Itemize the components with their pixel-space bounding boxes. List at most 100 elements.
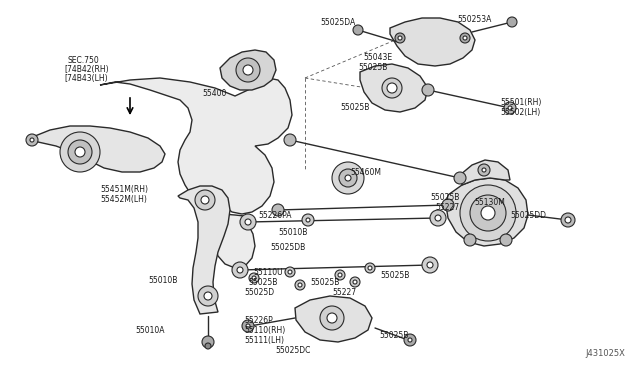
Circle shape	[368, 266, 372, 270]
Circle shape	[339, 169, 357, 187]
Text: 55025D: 55025D	[244, 288, 274, 297]
Text: 55025B: 55025B	[379, 331, 408, 340]
Text: 55501(RH): 55501(RH)	[500, 98, 541, 107]
Circle shape	[422, 257, 438, 273]
Text: SEC.750: SEC.750	[68, 56, 100, 65]
Circle shape	[306, 218, 310, 222]
Text: 55025B: 55025B	[340, 103, 369, 112]
Circle shape	[481, 206, 495, 220]
Circle shape	[478, 164, 490, 176]
Circle shape	[395, 33, 405, 43]
Circle shape	[327, 313, 337, 323]
Circle shape	[345, 175, 351, 181]
Circle shape	[295, 280, 305, 290]
Text: 55025DA: 55025DA	[320, 18, 355, 27]
Text: 55025B: 55025B	[380, 271, 410, 280]
Circle shape	[201, 196, 209, 204]
Circle shape	[442, 199, 454, 211]
Circle shape	[195, 190, 215, 210]
Text: J431025X: J431025X	[585, 349, 625, 358]
Text: 55010B: 55010B	[148, 276, 177, 285]
Text: 55452M(LH): 55452M(LH)	[100, 195, 147, 204]
Circle shape	[205, 343, 211, 349]
Circle shape	[285, 267, 295, 277]
Text: [74B43(LH): [74B43(LH)	[64, 74, 108, 83]
Text: 55226P: 55226P	[244, 316, 273, 325]
Text: [74B42(RH): [74B42(RH)	[64, 65, 109, 74]
Text: 55451M(RH): 55451M(RH)	[100, 185, 148, 194]
Circle shape	[249, 273, 259, 283]
Text: 55226PA: 55226PA	[258, 211, 291, 220]
Circle shape	[236, 58, 260, 82]
Text: 55025B: 55025B	[430, 193, 460, 202]
Text: 55400: 55400	[202, 89, 227, 98]
Circle shape	[60, 132, 100, 172]
Circle shape	[353, 280, 357, 284]
Text: 55025B: 55025B	[310, 278, 339, 287]
Circle shape	[302, 214, 314, 226]
Text: 55025DC: 55025DC	[275, 346, 310, 355]
Circle shape	[242, 320, 254, 332]
Circle shape	[204, 292, 212, 300]
Circle shape	[75, 147, 85, 157]
Circle shape	[272, 204, 284, 216]
Circle shape	[460, 185, 516, 241]
Circle shape	[298, 283, 302, 287]
Text: 55110U: 55110U	[253, 268, 283, 277]
Text: 55010A: 55010A	[135, 326, 164, 335]
Circle shape	[284, 134, 296, 146]
Polygon shape	[446, 178, 528, 246]
Circle shape	[427, 262, 433, 268]
Circle shape	[382, 78, 402, 98]
Text: 55043E: 55043E	[363, 53, 392, 62]
Text: 55502(LH): 55502(LH)	[500, 108, 540, 117]
Circle shape	[435, 215, 441, 221]
Circle shape	[246, 324, 250, 328]
Circle shape	[565, 217, 571, 223]
Circle shape	[508, 106, 512, 110]
Circle shape	[288, 270, 292, 274]
Circle shape	[454, 172, 466, 184]
Text: 55111(LH): 55111(LH)	[244, 336, 284, 345]
Circle shape	[350, 277, 360, 287]
Text: 55025B: 55025B	[248, 278, 277, 287]
Circle shape	[332, 162, 364, 194]
Text: 55130M: 55130M	[474, 198, 505, 207]
Circle shape	[26, 134, 38, 146]
Circle shape	[232, 262, 248, 278]
Circle shape	[464, 234, 476, 246]
Circle shape	[243, 65, 253, 75]
Circle shape	[237, 267, 243, 273]
Text: 55025DD: 55025DD	[510, 211, 546, 220]
Polygon shape	[28, 126, 165, 172]
Circle shape	[482, 168, 486, 172]
Circle shape	[507, 17, 517, 27]
Circle shape	[500, 234, 512, 246]
Circle shape	[561, 213, 575, 227]
Polygon shape	[390, 18, 475, 66]
Circle shape	[422, 84, 434, 96]
Circle shape	[387, 83, 397, 93]
Circle shape	[365, 263, 375, 273]
Polygon shape	[178, 186, 230, 314]
Text: 55227: 55227	[332, 288, 356, 297]
Text: 55025DB: 55025DB	[270, 243, 305, 252]
Circle shape	[30, 138, 34, 142]
Text: 55460M: 55460M	[350, 168, 381, 177]
Circle shape	[430, 210, 446, 226]
Circle shape	[252, 276, 256, 280]
Circle shape	[470, 195, 506, 231]
Circle shape	[404, 334, 416, 346]
Polygon shape	[220, 50, 276, 90]
Circle shape	[245, 219, 251, 225]
Circle shape	[504, 102, 516, 114]
Circle shape	[335, 270, 345, 280]
Text: 55227: 55227	[435, 203, 459, 212]
Circle shape	[320, 306, 344, 330]
Circle shape	[240, 214, 256, 230]
Text: 55010B: 55010B	[278, 228, 307, 237]
Circle shape	[398, 36, 402, 40]
Polygon shape	[295, 296, 372, 342]
Circle shape	[353, 25, 363, 35]
Polygon shape	[460, 160, 510, 185]
